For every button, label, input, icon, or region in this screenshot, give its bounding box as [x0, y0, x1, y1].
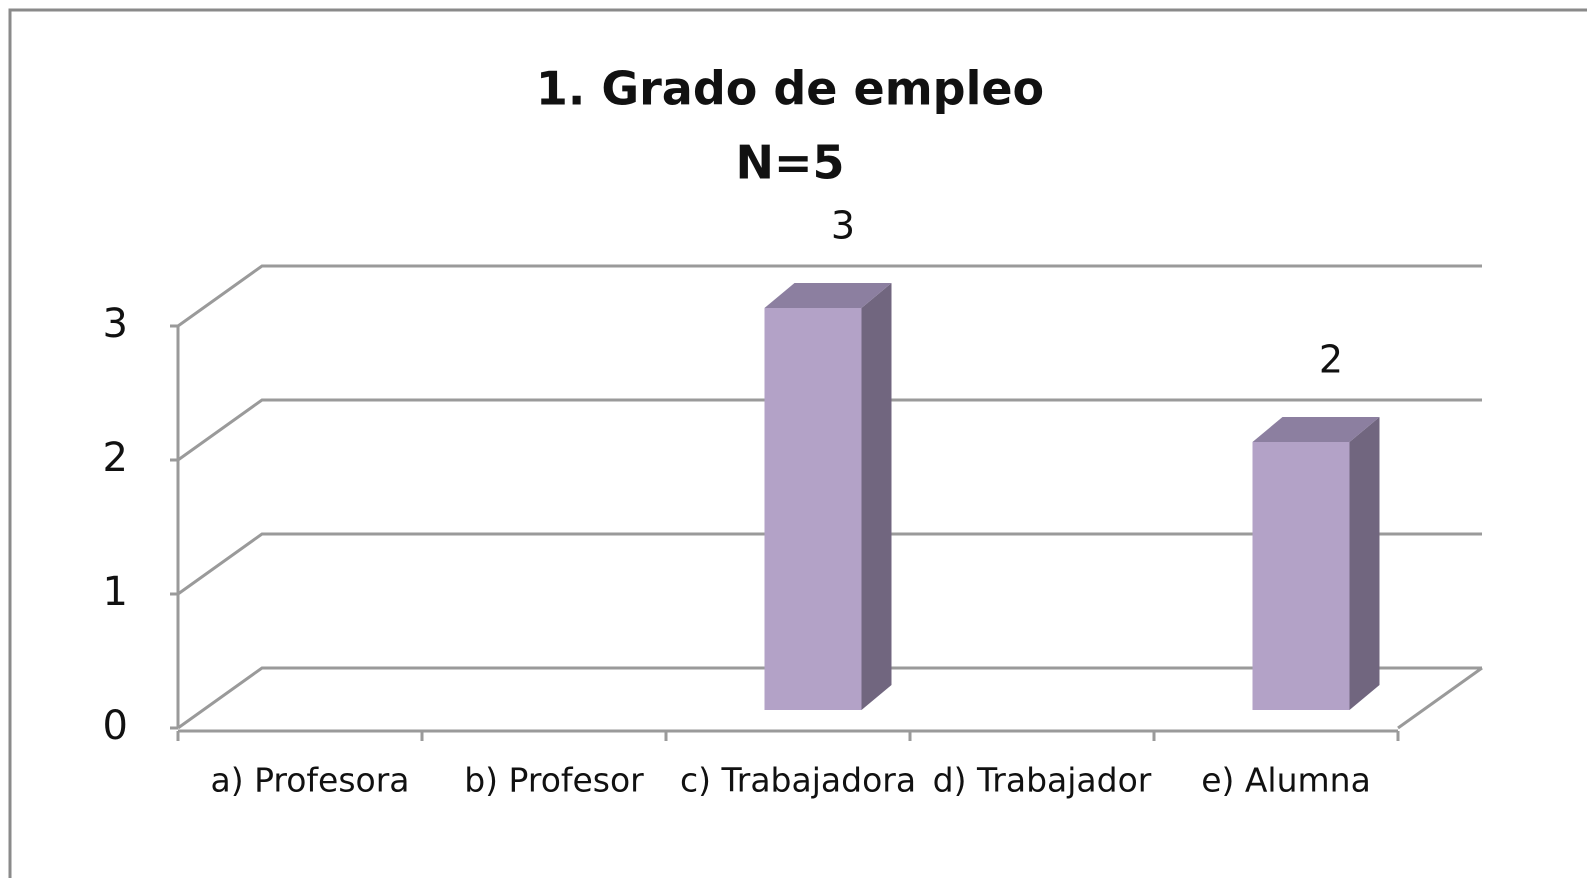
grid-line [177, 532, 1482, 596]
x-tick-label: c) Trabajadora [680, 761, 916, 800]
grid-line [177, 264, 1482, 328]
grid-line [177, 398, 1482, 462]
x-tick-label: b) Profesor [464, 761, 644, 800]
y-tick-label: 3 [103, 301, 128, 347]
bar [764, 308, 862, 710]
y-tick-label: 2 [103, 435, 128, 481]
x-tick-label: a) Profesora [210, 761, 409, 800]
x-tick-label: e) Alumna [1201, 761, 1371, 800]
chart-subtitle: N=5 [735, 136, 844, 190]
bar-side [1349, 417, 1380, 710]
x-tick-label: d) Trabajador [933, 761, 1152, 800]
y-tick-label: 0 [103, 703, 128, 749]
bar-side [861, 283, 892, 710]
grid-line [177, 666, 1482, 730]
data-label: 3 [831, 204, 855, 248]
bar [1252, 442, 1350, 710]
bar-top [1252, 417, 1380, 442]
data-label: 2 [1319, 338, 1343, 382]
y-tick-label: 1 [103, 569, 128, 615]
bar-top [764, 283, 892, 308]
chart-title: 1. Grado de empleo [536, 62, 1044, 116]
floor-edge [1397, 666, 1483, 730]
